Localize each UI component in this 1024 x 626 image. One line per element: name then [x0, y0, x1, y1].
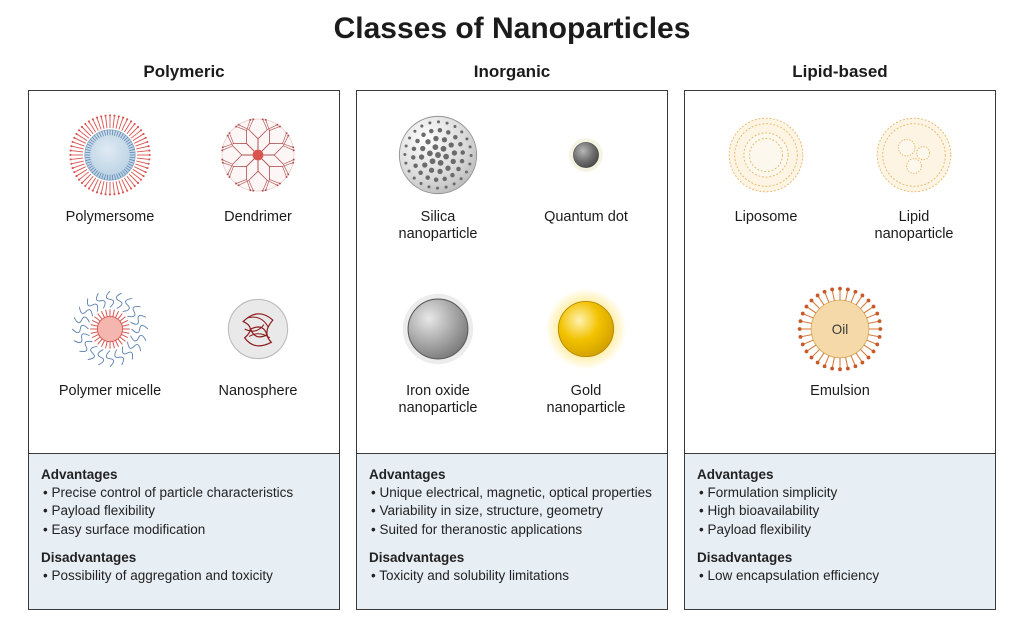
- column-inorganic: Inorganic: [356, 62, 668, 610]
- particle-dendrimer: Dendrimer: [187, 105, 329, 271]
- disadvantage-item: • Low encapsulation efficiency: [699, 567, 983, 585]
- advantage-item: • Unique electrical, magnetic, optical p…: [371, 484, 655, 502]
- advantage-item: • Payload flexibility: [43, 502, 327, 520]
- info-box: Advantages • Precise control of particle…: [29, 453, 339, 609]
- dendrimer-icon: [208, 105, 308, 205]
- particle-emulsion: Oil Emulsion: [790, 279, 890, 445]
- advantage-item: • Variability in size, structure, geomet…: [371, 502, 655, 520]
- micelle-icon: [60, 279, 160, 379]
- panel: Liposome Lipidnanopartic: [684, 90, 996, 610]
- particle-label: Silicananoparticle: [399, 209, 478, 244]
- column-title: Inorganic: [356, 62, 668, 82]
- panel: Silicananoparticle: [356, 90, 668, 610]
- column-title: Lipid-based: [684, 62, 996, 82]
- page-title: Classes of Nanoparticles: [28, 12, 996, 46]
- nanosphere-icon: [208, 279, 308, 379]
- emulsion-icon: Oil: [790, 279, 890, 379]
- polymersome-icon: [60, 105, 160, 205]
- particle-ironoxide: Iron oxidenanoparticle: [367, 279, 509, 445]
- disadvantages-heading: Disadvantages: [697, 549, 983, 567]
- info-box: Advantages • Formulation simplicity • Hi…: [685, 453, 995, 609]
- columns-row: Polymeric: [28, 62, 996, 610]
- particle-qdot: Quantum dot: [515, 105, 657, 271]
- advantages-heading: Advantages: [369, 466, 655, 484]
- disadvantages-heading: Disadvantages: [41, 549, 327, 567]
- disadvantage-item: • Possibility of aggregation and toxicit…: [43, 567, 327, 585]
- disadvantage-item: • Toxicity and solubility limitations: [371, 567, 655, 585]
- liposome-icon: [716, 105, 816, 205]
- advantage-item: • Suited for theranostic applications: [371, 521, 655, 539]
- advantage-item: • Easy surface modification: [43, 521, 327, 539]
- particle-nanosphere: Nanosphere: [187, 279, 329, 445]
- particle-label: Lipidnanoparticle: [875, 209, 954, 244]
- disadvantages-heading: Disadvantages: [369, 549, 655, 567]
- qdot-icon: [536, 105, 636, 205]
- particle-polymersome: Polymersome: [39, 105, 181, 271]
- panel: Polymersome Dendrimer: [28, 90, 340, 610]
- particle-micelle: Polymer micelle: [39, 279, 181, 445]
- particle-label: Emulsion: [810, 383, 870, 400]
- particle-label: Polymersome: [66, 209, 155, 226]
- particle-liposome: Liposome: [695, 105, 837, 271]
- particle-label: Polymer micelle: [59, 383, 161, 400]
- particles-grid: Silicananoparticle: [357, 91, 667, 453]
- particle-label: Liposome: [735, 209, 798, 226]
- particles-grid: Polymersome Dendrimer: [29, 91, 339, 453]
- particle-gold: Goldnanoparticle: [515, 279, 657, 445]
- lipidnp-icon: [864, 105, 964, 205]
- advantages-heading: Advantages: [41, 466, 327, 484]
- particle-label: Quantum dot: [544, 209, 628, 226]
- gold-icon: [536, 279, 636, 379]
- particle-label: Dendrimer: [224, 209, 292, 226]
- column-lipid: Lipid-based Liposome: [684, 62, 996, 610]
- advantage-item: • Payload flexibility: [699, 521, 983, 539]
- particle-label: Nanosphere: [219, 383, 298, 400]
- column-polymeric: Polymeric: [28, 62, 340, 610]
- particle-lipidnp: Lipidnanoparticle: [843, 105, 985, 271]
- particle-label: Goldnanoparticle: [547, 383, 626, 418]
- particle-silica: Silicananoparticle: [367, 105, 509, 271]
- ironoxide-icon: [388, 279, 488, 379]
- particle-label: Iron oxidenanoparticle: [399, 383, 478, 418]
- advantages-heading: Advantages: [697, 466, 983, 484]
- silica-icon: [388, 105, 488, 205]
- info-box: Advantages • Unique electrical, magnetic…: [357, 453, 667, 609]
- advantage-item: • High bioavailability: [699, 502, 983, 520]
- particles-grid: Liposome Lipidnanopartic: [685, 91, 995, 453]
- emulsion-inner-text: Oil: [832, 322, 848, 337]
- advantage-item: • Precise control of particle characteri…: [43, 484, 327, 502]
- column-title: Polymeric: [28, 62, 340, 82]
- advantage-item: • Formulation simplicity: [699, 484, 983, 502]
- infographic-root: Classes of Nanoparticles Polymeric: [0, 0, 1024, 610]
